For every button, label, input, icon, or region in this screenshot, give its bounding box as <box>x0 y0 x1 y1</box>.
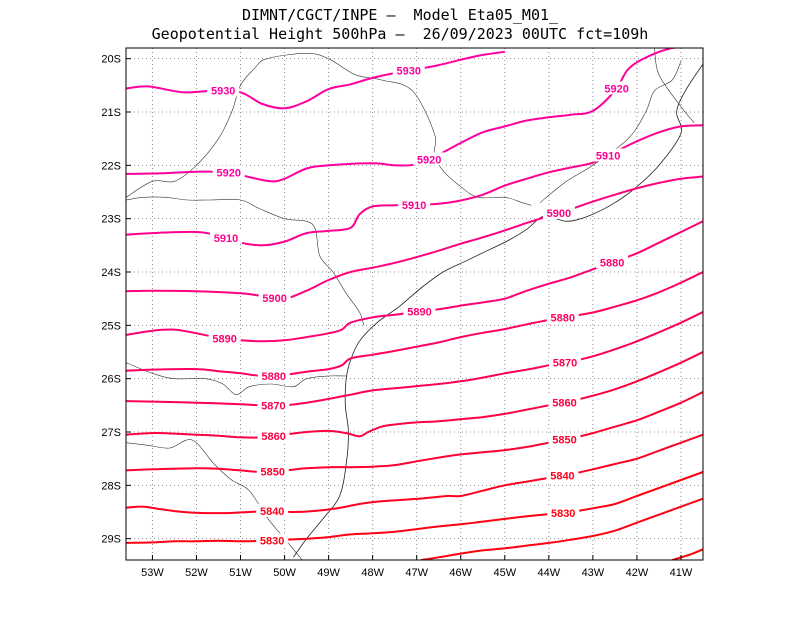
grid-lines <box>126 48 703 560</box>
lon-tick-label: 42W <box>626 567 649 579</box>
contour-label-background <box>256 503 289 517</box>
contour-line-5860 <box>126 351 703 439</box>
contour-label: 5890 <box>212 334 236 346</box>
contour-label: 5880 <box>262 371 286 383</box>
contour-label-background <box>207 83 240 97</box>
contour-label-background <box>413 152 446 166</box>
lat-tick-label: 22S <box>101 160 121 172</box>
contour-label: 5860 <box>261 431 285 443</box>
contour-label-background <box>546 468 579 482</box>
contour-label-background <box>257 398 290 412</box>
coastline <box>293 63 703 558</box>
contour-label-background <box>257 429 290 443</box>
geography-lines <box>126 48 703 560</box>
lon-tick-label: 46W <box>449 567 472 579</box>
lon-tick-label: 45W <box>493 567 516 579</box>
contour-label-background <box>256 464 289 478</box>
contour-label: 5860 <box>552 397 576 409</box>
contour-label: 5850 <box>552 435 576 447</box>
contour-label: 5920 <box>216 167 240 179</box>
contour-label: 5870 <box>553 358 577 370</box>
lon-tick-label: 48W <box>361 567 384 579</box>
lat-tick-label: 28S <box>101 480 121 492</box>
map-subtitle: Geopotential Height 500hPa – 26/09/2023 … <box>151 25 649 43</box>
contour-label: 5930 <box>211 86 235 98</box>
contour-label: 5920 <box>417 154 441 166</box>
contour-line-5820 <box>420 497 703 560</box>
lon-tick-label: 41W <box>670 567 693 579</box>
lat-tick-label: 20S <box>101 54 121 66</box>
contour-line-5880 <box>126 271 703 378</box>
contour-line-5850 <box>126 391 703 474</box>
contour-label: 5830 <box>551 508 575 520</box>
contour-label-background <box>256 533 289 547</box>
contour-label: 5910 <box>402 200 426 212</box>
contour-label-background <box>257 368 290 382</box>
contour-label: 5870 <box>261 401 285 413</box>
lon-tick-label: 49W <box>317 567 340 579</box>
contour-line-5870 <box>126 311 703 407</box>
contour-label-background <box>208 331 241 345</box>
map-title: DIMNT/CGCT/INPE – Model Eta05_M01_ <box>241 6 559 24</box>
state-border <box>654 48 695 123</box>
contour-label-background <box>546 310 579 324</box>
contour-label: 5920 <box>604 83 628 95</box>
contour-label: 5880 <box>600 257 624 269</box>
contour-line-5840 <box>126 433 703 515</box>
contour-label-background <box>592 148 625 162</box>
contour-label: 5890 <box>407 307 431 319</box>
contour-label-background <box>548 395 581 409</box>
state-border <box>126 439 303 560</box>
plot-frame <box>125 47 704 561</box>
contour-label-background <box>542 205 575 219</box>
contour-label-background <box>392 63 425 77</box>
lat-tick-label: 25S <box>101 320 121 332</box>
contour-label: 5900 <box>262 293 286 305</box>
lon-tick-label: 50W <box>273 567 296 579</box>
contour-label: 5880 <box>551 313 575 325</box>
contour-label: 5830 <box>260 535 284 547</box>
contour-line-5910 <box>126 124 703 247</box>
contour-label: 5900 <box>547 208 571 220</box>
lon-tick-label: 47W <box>405 567 428 579</box>
contour-lines <box>126 48 703 560</box>
state-border <box>126 362 347 395</box>
lon-tick-label: 52W <box>185 567 208 579</box>
contour-label-background <box>600 81 633 95</box>
state-border <box>126 52 532 206</box>
state-border <box>539 61 682 203</box>
contour-label-background <box>403 304 436 318</box>
contour-line-5930 <box>126 50 505 110</box>
contour-label: 5910 <box>596 150 620 162</box>
contour-label: 5840 <box>260 506 284 518</box>
contour-line-5830 <box>126 471 703 544</box>
lon-tick-label: 44W <box>538 567 561 579</box>
state-border <box>126 196 365 326</box>
lon-tick-label: 53W <box>141 567 164 579</box>
lat-tick-label: 21S <box>101 107 121 119</box>
lon-tick-label: 43W <box>582 567 605 579</box>
contour-label-background <box>209 231 242 245</box>
lat-tick-label: 24S <box>101 267 121 279</box>
contour-label: 5910 <box>214 233 238 245</box>
contour-label-background <box>596 255 629 269</box>
contour-line-5810 <box>671 548 703 560</box>
lat-tick-label: 26S <box>101 374 121 386</box>
contour-label-background <box>398 197 431 211</box>
contour-label: 5850 <box>261 466 285 478</box>
axis-ticks: 53W 52W 51W 50W 49W 48W 47W 46W 45W 44W 43W 42W 41W 2… <box>101 54 692 579</box>
contour-label-background <box>548 355 581 369</box>
lat-tick-label: 23S <box>101 214 121 226</box>
contour-label: 5930 <box>397 66 421 78</box>
contour-label: 5840 <box>550 471 574 483</box>
lat-tick-label: 27S <box>101 427 121 439</box>
contour-label-background <box>547 505 580 519</box>
contour-labels: 5930 5930 5920 5920 5920 5910 5910 5910 5900 5900… <box>207 63 633 547</box>
contour-label-background <box>258 291 291 305</box>
lon-tick-label: 51W <box>229 567 252 579</box>
contour-label-background <box>212 165 245 179</box>
lat-tick-label: 29S <box>101 534 121 546</box>
contour-label-background <box>548 432 581 446</box>
